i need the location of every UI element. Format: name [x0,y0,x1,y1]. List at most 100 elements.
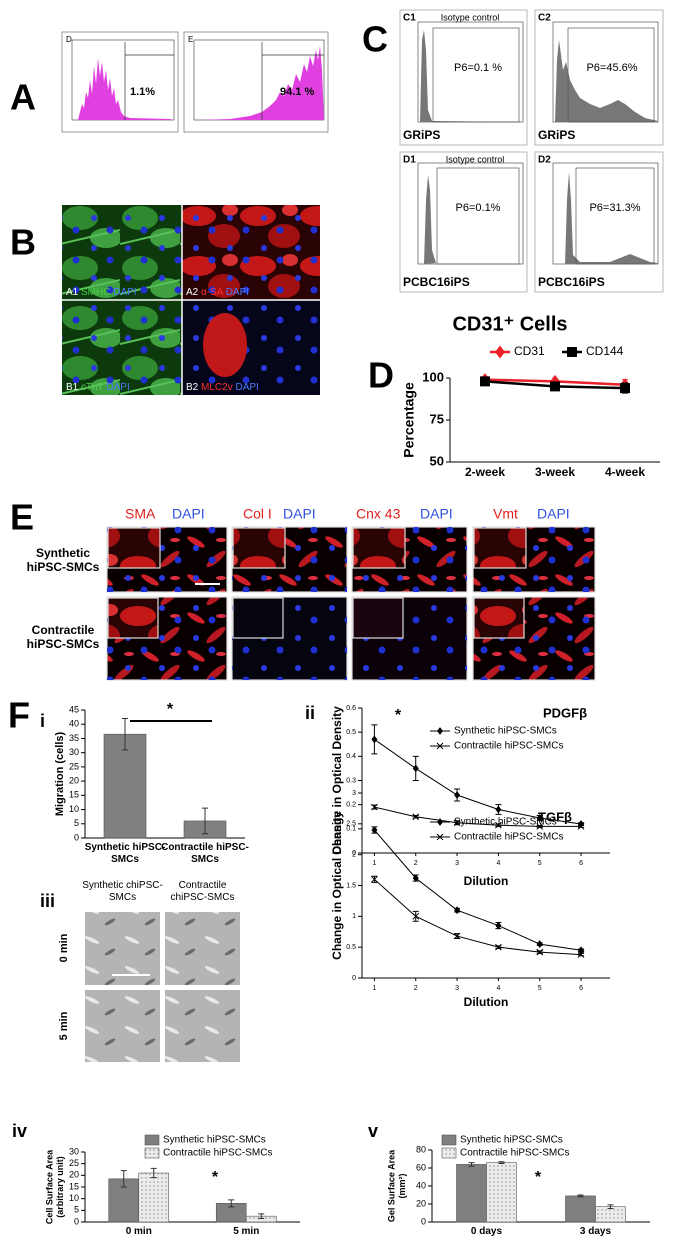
significance-mark: * [535,1169,542,1186]
panel-label: v [368,1121,378,1141]
marker [436,742,444,750]
marker [454,791,461,799]
marker [536,823,544,830]
legend-label: Synthetic hiPSC-SMCs [454,817,557,828]
marker [412,764,419,773]
flow-gate: P6=0.1% [456,202,501,214]
legend-label: CD144 [586,344,624,358]
error-bar [498,1161,505,1164]
y-tick-label: 1 [352,913,356,920]
bar [103,733,147,839]
x-tick-label: 5 [538,860,542,867]
y-tick-label: 40 [69,719,79,729]
micrograph-grid [85,912,240,1062]
x-tick-label: 3 [455,985,459,992]
y-tick-label: 2.5 [346,821,356,828]
marker [454,906,461,915]
error-bar [150,1167,157,1179]
panel-label: F [8,695,30,736]
marker [412,912,420,920]
flow-plot [183,31,329,133]
error-bar [228,1199,235,1208]
line [374,806,582,827]
column-label: Synthetic chiPSC-SMCs [82,880,163,903]
error-bar [258,1213,265,1219]
flow-tag: C1 [403,13,416,24]
y-tick-label: 20 [69,1170,79,1180]
legend-hatch [442,1148,456,1158]
flow-gate: P6=31.3% [589,202,640,214]
y-tick-label: 0.5 [346,944,356,951]
panel-label: E [10,497,34,538]
panel-label: D [368,355,394,396]
y-tick-label: 0 [352,850,356,857]
marker [577,823,585,830]
marker [550,381,560,392]
legend-label: Contractile hiPSC-SMCs [454,741,563,752]
legend-label: Synthetic hiPSC-SMCs [163,1135,266,1146]
marker [495,821,502,829]
legend-label: Synthetic hiPSC-SMCs [454,726,557,737]
flow-tag: D1 [403,155,416,166]
x-tick-label: 5 [538,985,542,992]
chart-title: TGFβ [538,809,572,824]
panel-label: A [10,77,36,118]
x-axis-title: Dilution [464,995,509,1009]
panel-label: i [40,711,45,731]
marker [567,347,577,357]
y-axis-title: (arbitrary unit) [55,1156,65,1218]
marker [371,735,378,744]
flow-tag: D2 [538,155,551,166]
y-tick-label: 30 [69,1146,79,1156]
error-bar [577,1194,584,1198]
y-tick-label: 10 [69,1193,79,1203]
marker [536,814,543,822]
bar-hatch [486,1162,517,1222]
flow-cell-line: GRiPS [403,128,440,142]
line [374,878,582,956]
y-tick-label: 3 [352,790,356,797]
y-tick-label: 20 [416,1198,426,1208]
y-axis-title: Gel Surface Area [386,1149,396,1222]
marker [578,946,585,955]
y-tick-label: 80 [416,1144,426,1154]
marker [495,921,502,930]
bar-hatch [138,1173,169,1222]
x-tick-label: 3 [455,860,459,867]
y-tick-label: 10 [69,804,79,814]
y-tick-label: 0.3 [346,777,356,784]
legend-swatch [441,1134,457,1146]
marker [412,813,420,821]
marker [480,376,490,387]
flow-tag: D [66,35,72,44]
row-label: 5 min [58,1011,70,1040]
x-tick-label: Contractile hiPSC-SMCs [161,842,249,865]
flow-title: Isotype control [441,12,500,22]
y-tick-label: 60 [416,1162,426,1172]
y-axis-title: Change in Optical Density [330,811,344,960]
error-bar [122,718,128,751]
y-tick-label: 2 [352,852,356,859]
stain-label: A1 SMHC DAPI [66,287,137,298]
marker [412,874,419,882]
bar-hatch [595,1206,626,1222]
stain-label: B2 MLC2v DAPI [186,382,259,393]
line [374,739,582,825]
stain-header: DAPI [420,506,453,522]
micrograph-grid [106,526,596,681]
significance-mark: * [395,707,402,724]
y-tick-label: 0.1 [346,826,356,833]
row-label: 0 min [58,933,70,962]
x-tick-label: 2 [414,985,418,992]
marker [495,943,502,951]
flow-percent: 1.1% [130,86,155,98]
y-tick-label: 0.6 [346,705,356,712]
y-tick-label: 5 [74,818,79,828]
legend-hatch [145,1148,159,1158]
y-tick-label: 25 [69,1158,79,1168]
line [374,829,582,951]
flow-cell-line: PCBC16iPS [538,275,605,289]
stain-header: DAPI [537,506,570,522]
y-tick-label: 15 [69,790,79,800]
